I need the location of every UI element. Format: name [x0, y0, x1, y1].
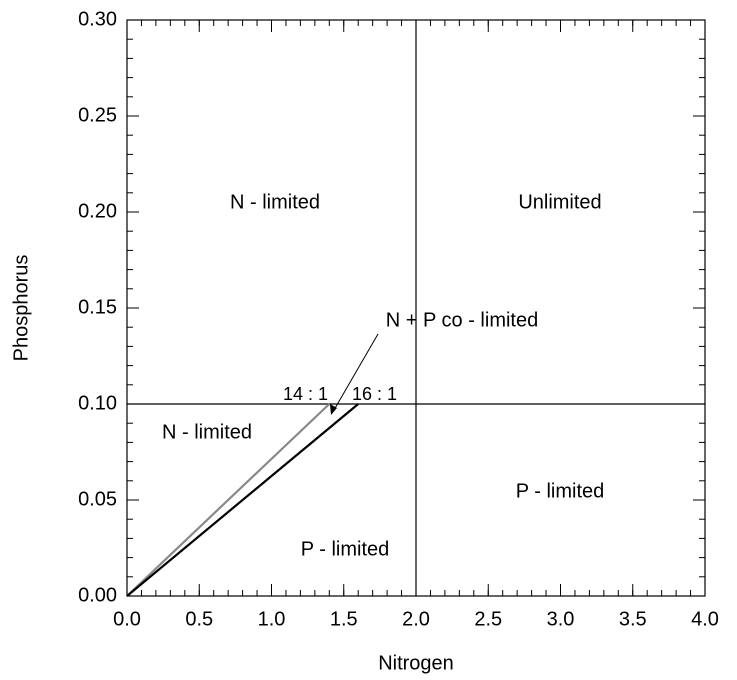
region-label: P - limited — [301, 538, 390, 560]
y-tick-label: 0.05 — [78, 488, 117, 510]
region-label: P - limited — [516, 480, 605, 502]
x-tick-label: 0.5 — [185, 608, 213, 630]
region-label: Unlimited — [518, 191, 601, 213]
y-tick-label: 0.30 — [78, 8, 117, 30]
x-tick-label: 3.5 — [619, 608, 647, 630]
region-label: N - limited — [162, 421, 252, 443]
y-tick-label: 0.25 — [78, 104, 117, 126]
ratio-label: 16 : 1 — [352, 384, 397, 404]
x-tick-label: 1.0 — [258, 608, 286, 630]
x-tick-label: 0.0 — [113, 608, 141, 630]
ratio-line — [126, 403, 331, 597]
region-label: N + P co - limited — [386, 309, 538, 331]
x-axis-title: Nitrogen — [378, 652, 454, 674]
x-tick-label: 2.5 — [474, 608, 502, 630]
y-tick-label: 0.20 — [78, 200, 117, 222]
x-tick-label: 1.5 — [330, 608, 358, 630]
y-axis-title: Phosphorus — [10, 255, 32, 362]
x-tick-label: 3.0 — [547, 608, 575, 630]
x-tick-label: 2.0 — [402, 608, 430, 630]
y-tick-label: 0.15 — [78, 296, 117, 318]
y-tick-label: 0.10 — [78, 392, 117, 414]
annotation-arrow — [333, 333, 379, 411]
ratio-line — [126, 403, 359, 597]
x-tick-label: 4.0 — [691, 608, 719, 630]
annotation-arrowhead — [330, 404, 337, 415]
y-tick-label: 0.00 — [78, 584, 117, 606]
ratio-label: 14 : 1 — [283, 384, 328, 404]
region-label: N - limited — [230, 191, 320, 213]
